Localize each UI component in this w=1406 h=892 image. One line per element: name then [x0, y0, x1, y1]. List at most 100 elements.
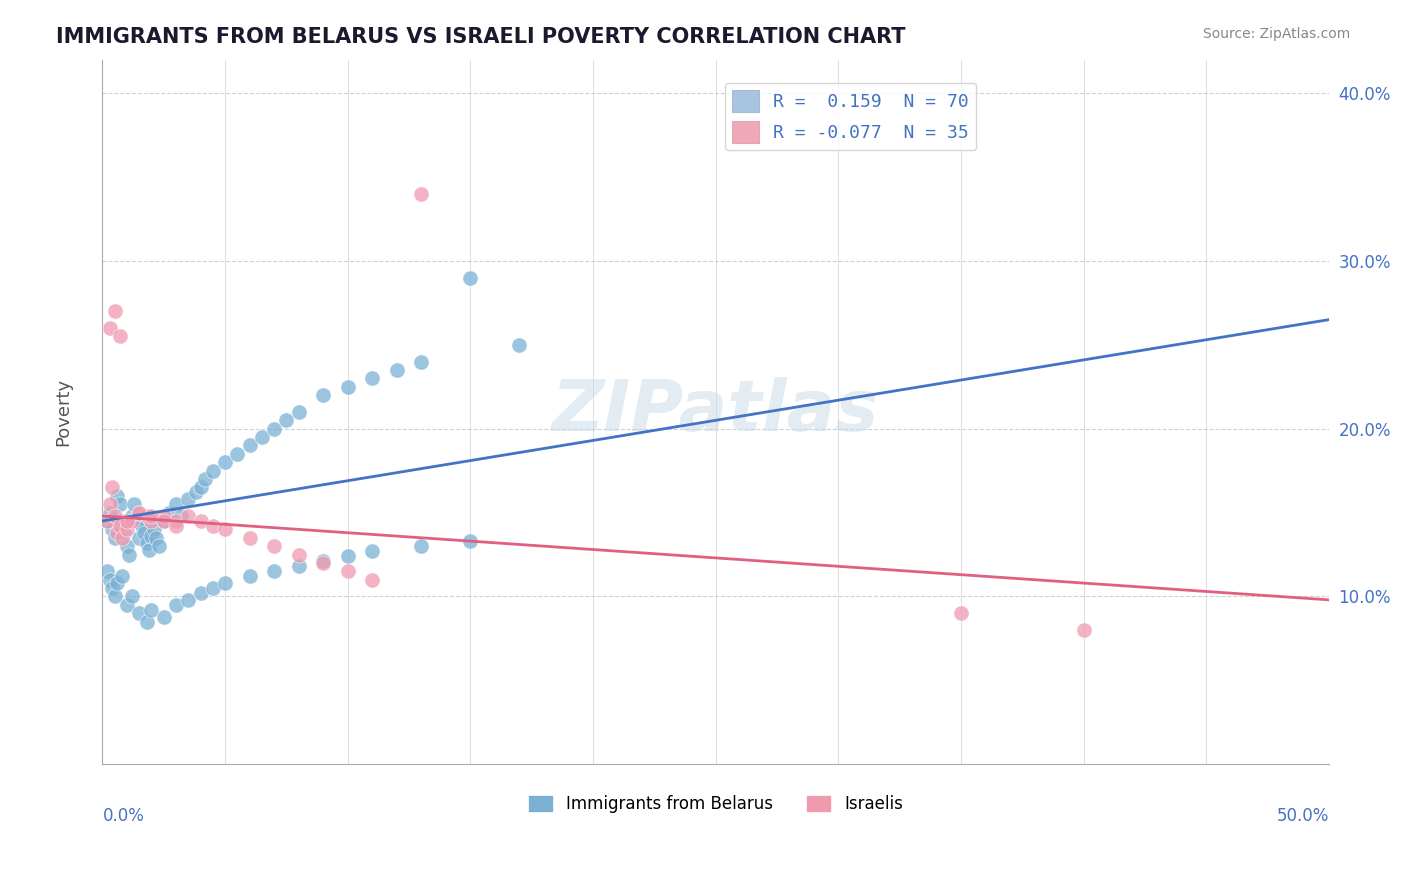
Point — [111, 531, 134, 545]
Point — [148, 539, 170, 553]
Point — [411, 539, 433, 553]
Point — [135, 508, 157, 523]
Point — [239, 438, 262, 452]
Point — [508, 338, 530, 352]
Point — [104, 304, 127, 318]
Point — [124, 497, 146, 511]
Point — [336, 380, 359, 394]
Point — [141, 529, 163, 543]
Point — [361, 371, 384, 385]
Point — [177, 492, 200, 507]
Point — [336, 564, 359, 578]
Point — [226, 447, 249, 461]
Point — [170, 508, 193, 523]
Point — [111, 569, 134, 583]
Point — [118, 548, 141, 562]
Text: IMMIGRANTS FROM BELARUS VS ISRAELI POVERTY CORRELATION CHART: IMMIGRANTS FROM BELARUS VS ISRAELI POVER… — [56, 27, 905, 46]
Point — [141, 508, 163, 523]
Point — [949, 607, 972, 621]
Point — [98, 506, 121, 520]
Point — [96, 514, 118, 528]
Point — [135, 615, 157, 629]
Point — [142, 522, 165, 536]
Point — [105, 576, 128, 591]
Point — [201, 464, 224, 478]
Point — [312, 388, 335, 402]
Point — [104, 590, 127, 604]
Point — [214, 455, 236, 469]
Point — [263, 422, 285, 436]
Point — [128, 506, 150, 520]
Text: 50.0%: 50.0% — [1277, 806, 1329, 824]
Point — [138, 542, 160, 557]
Point — [214, 576, 236, 591]
Point — [287, 559, 309, 574]
Point — [141, 514, 163, 528]
Point — [131, 519, 153, 533]
Point — [190, 514, 212, 528]
Point — [287, 548, 309, 562]
Point — [104, 531, 127, 545]
Point — [184, 485, 207, 500]
Point — [101, 522, 124, 536]
Point — [385, 363, 408, 377]
Point — [141, 603, 163, 617]
Point — [152, 609, 174, 624]
Point — [125, 514, 148, 528]
Point — [108, 329, 131, 343]
Point — [190, 586, 212, 600]
Point — [312, 554, 335, 568]
Point — [96, 564, 118, 578]
Point — [98, 573, 121, 587]
Point — [263, 564, 285, 578]
Text: Source: ZipAtlas.com: Source: ZipAtlas.com — [1202, 27, 1350, 41]
Point — [115, 539, 138, 553]
Point — [201, 519, 224, 533]
Point — [157, 506, 180, 520]
Point — [361, 573, 384, 587]
Point — [460, 534, 482, 549]
Point — [115, 514, 138, 528]
Text: Poverty: Poverty — [53, 378, 72, 446]
Point — [1073, 623, 1095, 637]
Point — [152, 514, 174, 528]
Point — [96, 514, 118, 528]
Point — [190, 480, 212, 494]
Point — [239, 531, 262, 545]
Text: 0.0%: 0.0% — [103, 806, 145, 824]
Point — [104, 508, 127, 523]
Point — [128, 531, 150, 545]
Point — [411, 186, 433, 201]
Point — [165, 514, 187, 528]
Point — [121, 508, 143, 523]
Point — [165, 598, 187, 612]
Point — [152, 514, 174, 528]
Point — [145, 531, 167, 545]
Point — [101, 480, 124, 494]
Point — [276, 413, 298, 427]
Point — [101, 581, 124, 595]
Point — [214, 522, 236, 536]
Point — [152, 508, 174, 523]
Point — [105, 525, 128, 540]
Point — [121, 514, 143, 528]
Point — [98, 321, 121, 335]
Point — [460, 270, 482, 285]
Point — [114, 525, 136, 540]
Point — [411, 354, 433, 368]
Point — [111, 514, 134, 528]
Point — [177, 592, 200, 607]
Point — [194, 472, 217, 486]
Point — [135, 536, 157, 550]
Point — [98, 497, 121, 511]
Point — [165, 519, 187, 533]
Point — [115, 522, 138, 536]
Point — [177, 508, 200, 523]
Point — [128, 506, 150, 520]
Point — [165, 497, 187, 511]
Point — [312, 556, 335, 570]
Point — [108, 519, 131, 533]
Point — [115, 598, 138, 612]
Point — [128, 607, 150, 621]
Point — [121, 590, 143, 604]
